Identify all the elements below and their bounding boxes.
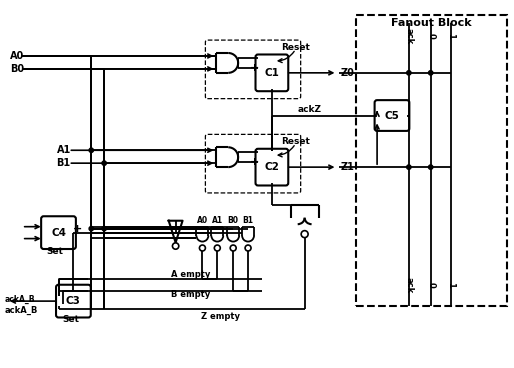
Text: 1: 1: [446, 33, 455, 39]
Text: Set: Set: [46, 247, 63, 256]
Text: B1: B1: [57, 158, 70, 168]
Circle shape: [245, 245, 251, 251]
Text: B empty: B empty: [171, 290, 210, 299]
Text: Z0: Z0: [340, 68, 354, 78]
Text: Reset: Reset: [281, 137, 310, 146]
Text: ackA_B: ackA_B: [5, 305, 38, 315]
Text: B1: B1: [243, 216, 253, 225]
Text: B0: B0: [228, 216, 238, 225]
Circle shape: [407, 71, 411, 75]
Text: A empty: A empty: [171, 270, 210, 279]
Text: Z1: Z1: [340, 162, 354, 172]
Text: 0: 0: [426, 33, 435, 39]
Text: C4: C4: [51, 228, 66, 238]
Text: 0: 0: [426, 282, 435, 288]
Text: +: +: [249, 63, 259, 73]
Text: ackZ: ackZ: [298, 105, 322, 114]
Circle shape: [407, 165, 411, 169]
Text: Fanout Block: Fanout Block: [391, 18, 472, 28]
FancyArrowPatch shape: [278, 146, 294, 157]
Text: A1: A1: [57, 145, 71, 155]
Circle shape: [230, 245, 236, 251]
Text: B0: B0: [10, 64, 24, 74]
Text: A0: A0: [10, 51, 24, 61]
Text: A0: A0: [197, 216, 208, 225]
Circle shape: [214, 245, 221, 251]
Text: Reset: Reset: [281, 43, 310, 52]
Text: Z empty: Z empty: [201, 312, 240, 322]
Text: +: +: [249, 157, 259, 167]
Circle shape: [102, 226, 106, 231]
FancyArrowPatch shape: [278, 52, 294, 63]
Circle shape: [102, 161, 106, 165]
Text: C5: C5: [384, 110, 399, 121]
Circle shape: [301, 231, 308, 238]
Text: C1: C1: [264, 68, 279, 78]
Text: 1: 1: [446, 282, 455, 288]
Text: C2: C2: [264, 162, 279, 172]
Text: ackA_B: ackA_B: [5, 294, 35, 304]
Text: ack: ack: [405, 277, 413, 293]
Text: ack: ack: [405, 28, 413, 44]
Circle shape: [429, 71, 433, 75]
Circle shape: [89, 226, 94, 231]
Circle shape: [429, 165, 433, 169]
Circle shape: [89, 148, 94, 152]
Text: Set: Set: [62, 315, 79, 325]
Circle shape: [199, 245, 206, 251]
Text: A1: A1: [212, 216, 223, 225]
Circle shape: [172, 243, 179, 249]
Text: +: +: [73, 224, 82, 234]
Text: C3: C3: [66, 296, 81, 306]
